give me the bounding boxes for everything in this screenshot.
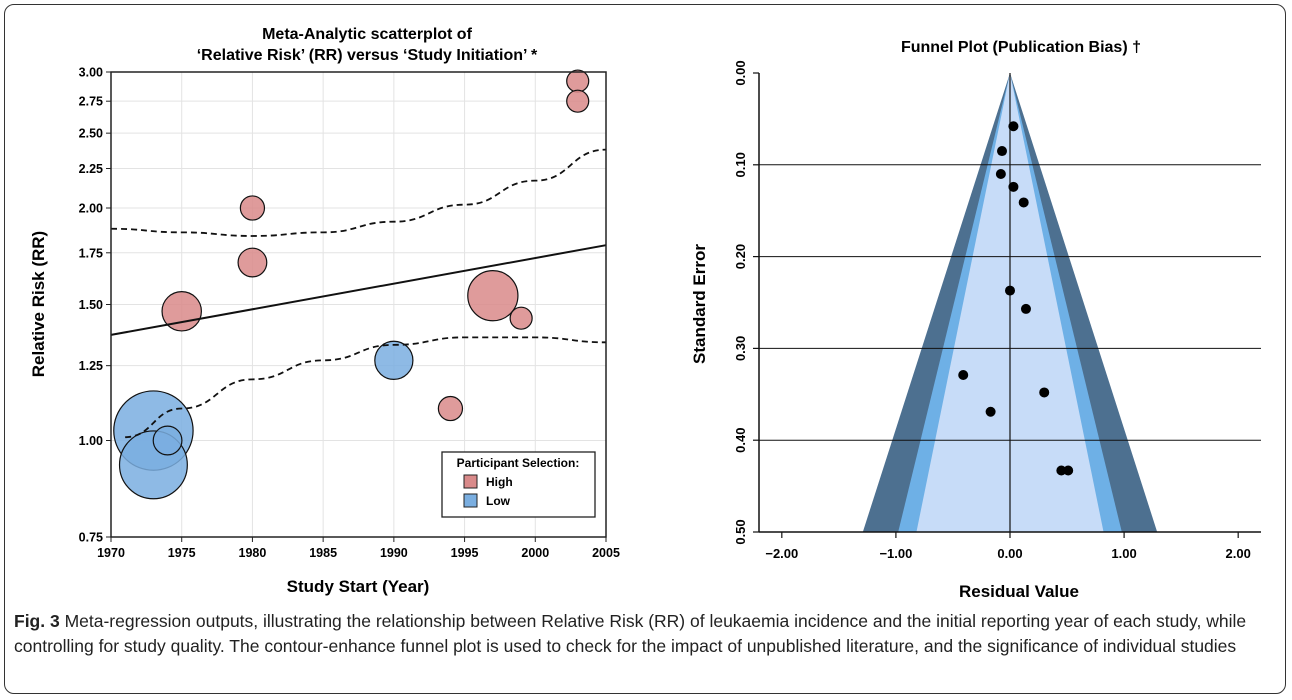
bubble-high	[237, 247, 268, 278]
chart1-x-tick-label: 1995	[451, 546, 479, 560]
chart2-y-tick-label: 0.10	[733, 152, 748, 177]
funnel-point	[1018, 197, 1029, 208]
funnel-point	[1063, 465, 1074, 476]
chart2-x-axis-label: Residual Value	[959, 582, 1079, 600]
chart1-y-tick-label: 1.25	[79, 359, 103, 373]
chart2-y-axis-label: Standard Error	[690, 244, 709, 364]
figure-caption-text: Meta-regression outputs, illustrating th…	[14, 611, 1247, 656]
chart1-y-tick-label: 1.50	[79, 298, 103, 312]
chart1-y-tick-label: 2.50	[79, 127, 103, 141]
chart2-y-tick-label: 0.30	[733, 336, 748, 361]
chart1-y-axis-label: Relative Risk (RR)	[29, 231, 48, 377]
funnel-point	[985, 406, 996, 417]
chart1-x-tick-label: 2000	[521, 546, 549, 560]
chart1-y-tick-label: 3.00	[79, 66, 103, 80]
chart2-x-tick-label: 1.00	[1111, 546, 1136, 561]
chart2-x-tick-label: 0.00	[997, 546, 1022, 561]
chart1-y-tick-label: 2.25	[79, 162, 103, 176]
funnel-chart: Funnel Plot (Publication Bias) † −2.00 −1…	[690, 39, 1261, 600]
funnel-point	[995, 168, 1006, 179]
funnel-point	[1056, 465, 1067, 476]
ci-upper-line	[110, 148, 607, 237]
funnel-point	[1008, 181, 1019, 192]
chart2-title: Funnel Plot (Publication Bias) †	[901, 39, 1141, 56]
bubble-low	[152, 425, 183, 456]
chart1-y-tick-label: 1.00	[79, 434, 103, 448]
chart1-x-tick-label: 1985	[309, 546, 337, 560]
bubble-high	[437, 395, 464, 422]
funnel-point	[1020, 303, 1031, 314]
chart2-x-tick-label: 2.00	[1226, 546, 1251, 561]
figure-caption: Fig. 3 Meta-regression outputs, illustra…	[14, 609, 1276, 659]
figure-frame	[4, 4, 1286, 694]
bubble-low	[374, 340, 414, 380]
bubble-high	[566, 89, 590, 113]
legend-label-high: High	[486, 475, 513, 489]
bubble-high	[467, 269, 519, 322]
legend-label-low: Low	[486, 494, 511, 508]
chart1-legend: Participant Selection: High Low	[441, 451, 596, 518]
chart1-x-tick-label: 2005	[592, 546, 620, 560]
chart2-y-tick-label: 0.50	[733, 519, 748, 544]
bubble-high	[566, 69, 590, 93]
funnel-point	[997, 146, 1008, 157]
chart1-x-tick-label: 1980	[239, 546, 267, 560]
chart1-x-tick-label: 1990	[380, 546, 408, 560]
chart2-y-tick-label: 0.00	[733, 60, 748, 85]
bubble-high	[239, 195, 266, 221]
chart1-y-tick-label: 0.75	[79, 531, 103, 545]
legend-swatch-low	[463, 493, 478, 508]
bubble-high	[509, 306, 533, 330]
legend-title: Participant Selection:	[457, 456, 580, 470]
funnel-point	[1008, 121, 1019, 132]
chart1-title-line1: Meta-Analytic scatterplot of	[262, 26, 472, 43]
chart1-x-axis-label: Study Start (Year)	[287, 577, 430, 596]
chart1-y-tick-label: 2.75	[79, 95, 103, 109]
chart1-title-line2: ‘Relative Risk’ (RR) versus ‘Study Initi…	[197, 47, 538, 64]
chart1-x-tick-label: 1975	[168, 546, 196, 560]
funnel-point	[1039, 387, 1050, 398]
bubble-chart: Meta-Analytic scatterplot of ‘Relative R…	[29, 26, 620, 596]
legend-swatch-high	[463, 474, 478, 489]
chart2-x-tick-label: −2.00	[765, 546, 798, 561]
figure-label: Fig. 3	[14, 611, 60, 631]
funnel-point	[958, 370, 969, 381]
chart2-y-tick-label: 0.40	[733, 428, 748, 453]
chart1-y-tick-label: 2.00	[79, 202, 103, 216]
chart2-x-tick-label: −1.00	[879, 546, 912, 561]
chart1-x-tick-label: 1970	[97, 546, 125, 560]
ci-lower-line	[125, 336, 607, 439]
regression-line	[110, 244, 607, 336]
funnel-point	[1005, 285, 1015, 296]
chart2-y-tick-label: 0.20	[733, 244, 748, 269]
chart1-y-tick-label: 1.75	[79, 246, 103, 260]
